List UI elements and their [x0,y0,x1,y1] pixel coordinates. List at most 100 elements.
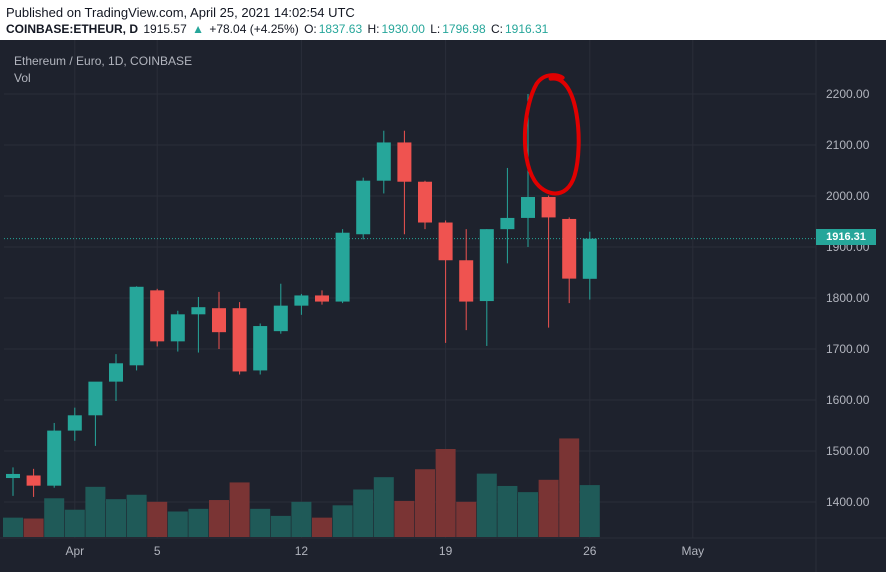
candle [335,229,350,304]
close-label: C: [490,22,503,36]
volume-bar [312,517,332,537]
x-tick-label: Apr [65,544,84,558]
candle-body [26,475,41,486]
candle-body [376,142,391,181]
candle-body [6,473,20,479]
volume-bar [85,486,106,537]
volume-bar [394,500,415,537]
candle [397,130,412,235]
symbol-label: COINBASE:ETHEUR, D [6,22,139,36]
candle-body [521,197,535,218]
candle [26,468,41,497]
volume-bar [579,485,600,537]
candle-body [273,305,288,332]
high-value: 1930.00 [381,22,425,36]
chart-title: Ethereum / Euro, 1D, COINBASE [14,54,193,68]
candle [67,407,82,441]
candle-body [459,260,474,302]
y-tick-label: 2200.00 [826,87,870,101]
candle [294,293,309,315]
x-tick-label: 19 [439,544,453,558]
volume-bar [476,473,497,537]
candle-body [47,430,62,486]
candle [191,296,206,353]
volume-bar [126,494,147,537]
candle [47,422,62,488]
candle-body [232,308,247,372]
volume-bar [147,501,168,537]
candles [6,94,597,497]
candle-body [129,286,144,366]
candle [109,354,123,402]
volume-bar [167,511,188,537]
candle-body [418,181,432,223]
candle [6,467,20,496]
candle [376,130,391,194]
high-label: H: [367,22,380,36]
y-tick-label: 1700.00 [826,342,870,356]
candle-body [479,229,494,302]
volume-bar [456,501,477,537]
time-axis: Apr 5 12 19 26 May [0,537,886,558]
candle [315,290,329,305]
candle-body [191,307,206,315]
candle [562,217,577,304]
volume-bar [332,505,353,537]
volume-bar [353,489,374,537]
volume-bar [538,479,559,537]
open-label: O: [304,22,317,36]
candle [479,229,494,346]
candle-body [109,363,123,382]
y-tick-label: 1800.00 [826,291,870,305]
x-tick-label: 12 [295,544,309,558]
candle-body [356,180,371,235]
volume-bar [415,469,435,537]
candle-body [582,238,597,279]
candle-body [150,290,165,342]
candle-body [315,295,329,302]
volume-bar [497,485,518,537]
candle [500,167,515,264]
volume-bar [23,518,44,537]
volume-bar [3,517,23,537]
volume-bar [64,509,85,537]
volume-bar [435,449,456,537]
candle [129,286,144,371]
candle [273,283,288,334]
volume-bar [44,498,65,537]
change-value: +78.04 (+4.25%) [209,22,299,36]
candle-body [438,222,453,261]
y-tick-label: 1400.00 [826,495,870,509]
x-tick-label: 26 [583,544,597,558]
change-arrow-icon: ▲ [192,22,204,36]
candle [253,323,268,375]
annotation-circle [522,73,581,196]
y-tick-label: 2000.00 [826,189,870,203]
volume-legend: Vol [14,71,31,85]
candle-body [294,295,309,306]
publish-header: Published on TradingView.com, April 25, … [0,0,886,40]
candle [541,195,556,328]
low-value: 1796.98 [442,22,486,36]
x-tick-label: 5 [154,544,161,558]
annotation-layer [522,73,581,196]
candle-body [253,326,268,371]
price-axis: 2200.002100.002000.001900.001800.001700.… [815,40,870,572]
candle [438,220,453,343]
y-tick-label: 2100.00 [826,138,870,152]
ohlc-summary: COINBASE:ETHEUR, D 1915.57 ▲ +78.04 (+4.… [6,22,550,36]
candle-body [88,381,103,416]
candle [170,310,185,352]
low-label: L: [430,22,441,36]
candle [232,302,247,375]
candle-body [335,232,350,302]
candlestick-chart[interactable]: 2200.002100.002000.001900.001800.001700.… [0,40,886,572]
candle-body [170,314,185,342]
close-value: 1916.31 [504,22,549,36]
candle-body [212,308,226,333]
last-price: 1915.57 [143,22,187,36]
y-tick-label: 1600.00 [826,393,870,407]
candle [418,180,432,230]
volume-bar [229,482,250,537]
open-value: 1837.63 [318,22,363,36]
